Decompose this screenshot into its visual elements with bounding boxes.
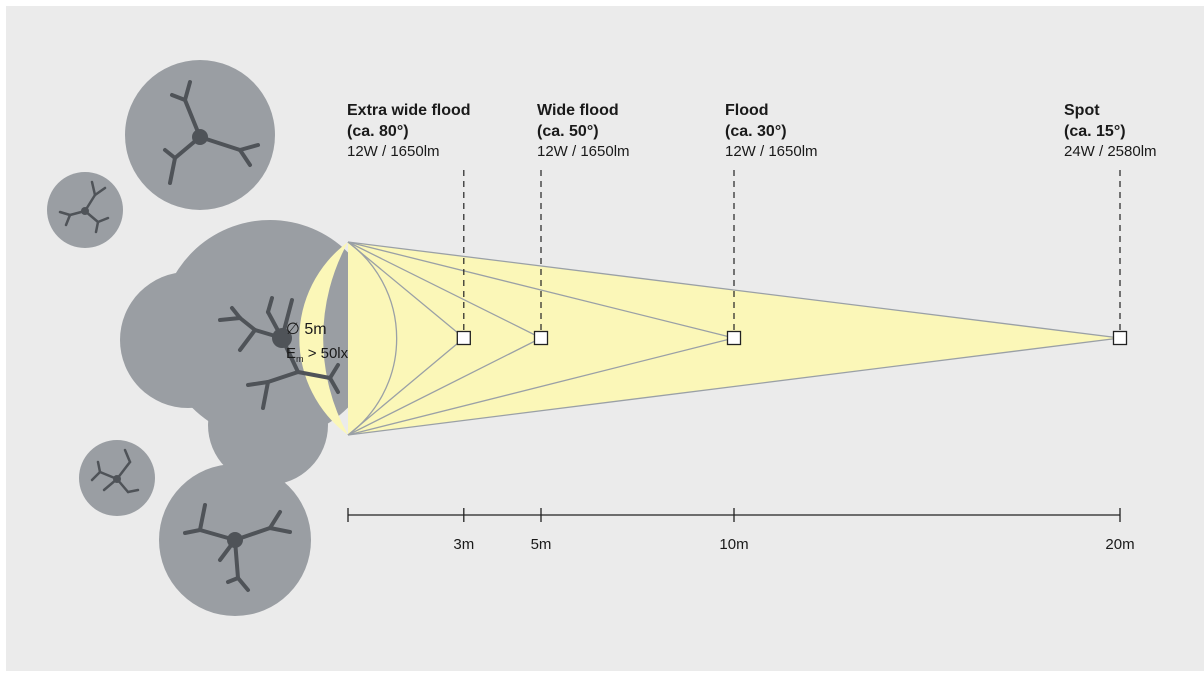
- spotlight-title: Extra wide flood: [347, 102, 471, 119]
- spotlight-title: Wide flood: [537, 102, 619, 119]
- spotlight-angle: (ca. 30°): [725, 123, 787, 140]
- diameter-label: ∅ 5m: [286, 321, 327, 338]
- spotlight-spec: 12W / 1650lm: [347, 143, 440, 160]
- spotlight-spec: 24W / 2580lm: [1064, 143, 1157, 160]
- spotlight-marker: [728, 332, 741, 345]
- spotlight-angle: (ca. 50°): [537, 123, 599, 140]
- spotlight-angle: (ca. 15°): [1064, 123, 1126, 140]
- scale-tick-label: 10m: [719, 536, 748, 553]
- spotlight-title: Flood: [725, 102, 769, 119]
- illuminance-label: Em > 50lx: [286, 345, 349, 364]
- spotlight-marker: [457, 332, 470, 345]
- spotlight-angle: (ca. 80°): [347, 123, 409, 140]
- scale-tick-label: 5m: [531, 536, 552, 553]
- spotlight-title: Spot: [1064, 102, 1100, 119]
- scale-tick-label: 20m: [1105, 536, 1134, 553]
- spotlight-spec: 12W / 1650lm: [537, 143, 630, 160]
- spotlight-spec: 12W / 1650lm: [725, 143, 818, 160]
- spotlight-marker: [535, 332, 548, 345]
- scale-tick-label: 3m: [453, 536, 474, 553]
- spotlight-marker: [1114, 332, 1127, 345]
